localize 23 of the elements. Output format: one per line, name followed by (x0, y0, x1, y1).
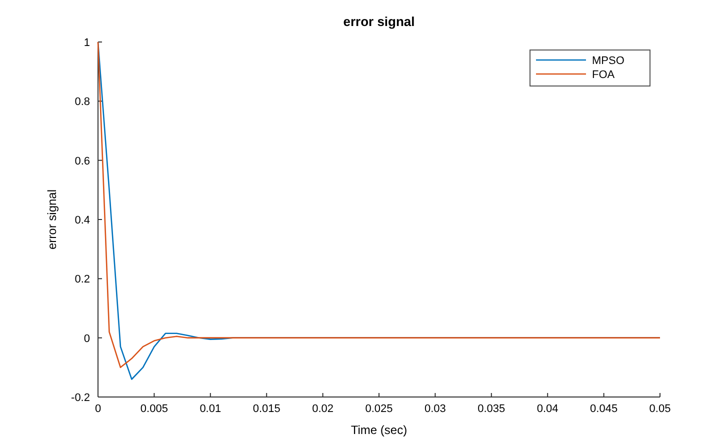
x-tick-label: 0.045 (590, 403, 618, 415)
y-tick-label: 1 (84, 37, 90, 49)
x-tick-label: 0.01 (200, 403, 222, 415)
x-tick-label: 0.04 (536, 403, 558, 415)
legend-label: FOA (592, 69, 616, 81)
y-tick-label: 0.6 (74, 155, 90, 168)
y-tick-label: 0.4 (74, 214, 90, 226)
x-tick-label: 0.035 (478, 403, 506, 415)
y-tick-label: 0.8 (74, 96, 90, 108)
x-tick-label: 0.015 (252, 403, 280, 415)
x-tick-label: 0.005 (140, 403, 168, 415)
x-tick-label: 0.03 (424, 403, 446, 415)
x-axis-title: Time (sec) (350, 423, 408, 437)
chart-title: error signal (343, 14, 415, 29)
y-tick-label: 0.2 (74, 274, 90, 286)
x-tick-label: 0.025 (365, 403, 393, 415)
y-axis-title: error signal (45, 189, 59, 250)
y-tick-label: 0 (84, 332, 90, 345)
x-tick-label: 0 (94, 403, 102, 415)
x-tick-label: 0.05 (649, 403, 671, 415)
legend-label: MPSO (592, 55, 625, 67)
x-tick-label: 0.02 (312, 403, 334, 415)
y-tick-label: -0.2 (71, 392, 90, 404)
